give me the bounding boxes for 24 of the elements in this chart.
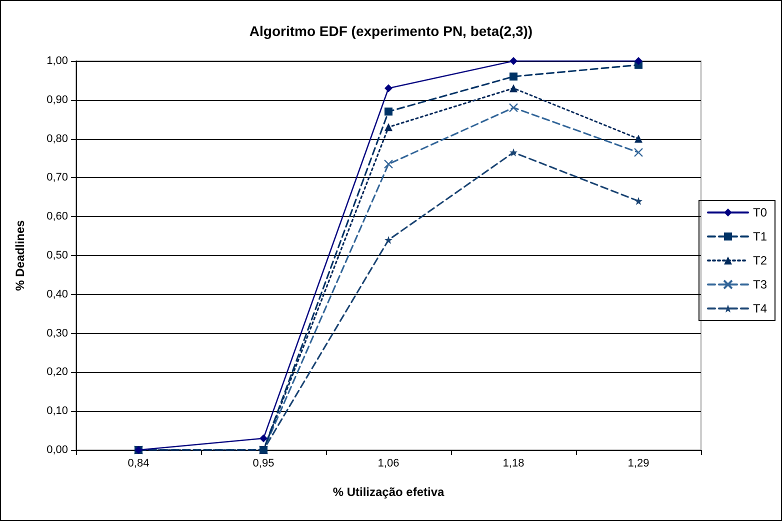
y-tick-label: 0,80 <box>46 132 68 145</box>
y-tick-label: 0,50 <box>46 250 68 262</box>
x-tick-label: 1,06 <box>378 458 400 470</box>
legend-label: T4 <box>752 302 768 316</box>
chart-title: Algoritmo EDF (experimento PN, beta(2,3)) <box>249 23 533 39</box>
y-axis-title: % Deadlines <box>13 220 27 291</box>
y-tick-label: 0,20 <box>46 366 68 378</box>
y-tick-label: 0,00 <box>46 444 68 456</box>
y-tick-label: 0,40 <box>46 288 68 300</box>
y-tick-label: 0,90 <box>46 94 68 106</box>
y-tick-label: 0,70 <box>46 172 68 184</box>
legend-label: T1 <box>752 230 768 244</box>
x-tick-label: 0,84 <box>128 458 150 470</box>
x-axis-title: % Utilização efetiva <box>332 485 445 499</box>
y-tick-label: 0,30 <box>46 327 68 340</box>
legend-label: T2 <box>752 254 768 268</box>
y-tick-label: 0,10 <box>46 405 68 418</box>
y-tick-label: 0,60 <box>46 210 68 223</box>
x-tick-label: 1,18 <box>502 458 524 470</box>
x-tick-label: 1,29 <box>628 458 650 470</box>
y-tick-label: 1,00 <box>46 55 68 67</box>
legend-label: T3 <box>752 278 768 292</box>
legend-label: T0 <box>752 206 768 220</box>
x-tick-label: 0,95 <box>252 458 274 470</box>
